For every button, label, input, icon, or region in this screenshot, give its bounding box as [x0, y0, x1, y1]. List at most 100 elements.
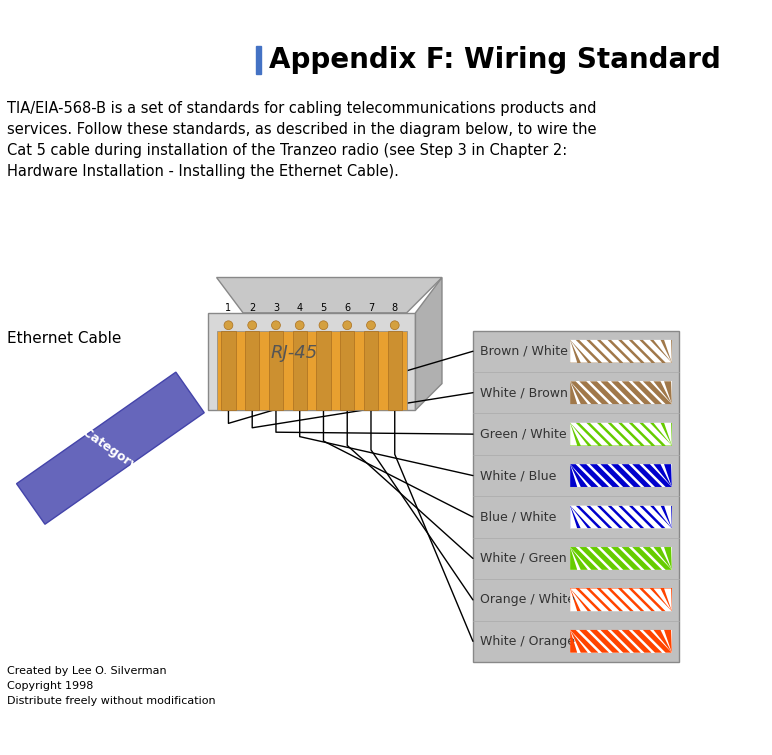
Polygon shape [571, 340, 587, 362]
Polygon shape [571, 381, 587, 404]
Bar [571, 630, 672, 653]
Text: Appendix F: Wiring Standard: Appendix F: Wiring Standard [269, 46, 720, 74]
Bar [208, 313, 415, 410]
Polygon shape [653, 381, 672, 404]
Polygon shape [571, 588, 577, 612]
Polygon shape [643, 340, 672, 362]
Polygon shape [571, 381, 598, 404]
Polygon shape [16, 372, 205, 524]
Polygon shape [632, 464, 662, 487]
Polygon shape [590, 340, 620, 362]
Polygon shape [643, 423, 672, 445]
Text: 7: 7 [368, 303, 374, 313]
Polygon shape [601, 464, 630, 487]
Polygon shape [579, 381, 609, 404]
Bar [571, 506, 672, 528]
Polygon shape [621, 588, 652, 612]
Polygon shape [653, 423, 672, 445]
Polygon shape [611, 506, 641, 528]
Polygon shape [664, 588, 672, 612]
Polygon shape [632, 588, 662, 612]
Polygon shape [611, 423, 641, 445]
Polygon shape [611, 464, 641, 487]
Polygon shape [579, 547, 609, 570]
Circle shape [391, 321, 399, 330]
Bar [571, 547, 672, 570]
Polygon shape [571, 381, 577, 404]
Polygon shape [571, 340, 577, 362]
Polygon shape [571, 588, 587, 612]
Bar [317, 331, 330, 410]
Polygon shape [571, 423, 587, 445]
Polygon shape [611, 381, 641, 404]
Polygon shape [571, 506, 577, 528]
Polygon shape [601, 588, 630, 612]
Polygon shape [571, 630, 598, 653]
Polygon shape [664, 340, 672, 362]
Polygon shape [621, 340, 652, 362]
Text: TIA/EIA-568-B is a set of standards for cabling telecommunications products and
: TIA/EIA-568-B is a set of standards for … [7, 100, 597, 179]
Polygon shape [643, 506, 672, 528]
Circle shape [296, 321, 304, 330]
Polygon shape [571, 547, 577, 570]
Polygon shape [571, 547, 587, 570]
Polygon shape [571, 423, 598, 445]
Polygon shape [653, 340, 672, 362]
Circle shape [319, 321, 328, 330]
Polygon shape [415, 278, 442, 410]
Text: Blue / White: Blue / White [480, 510, 557, 523]
Polygon shape [643, 381, 672, 404]
Polygon shape [579, 464, 609, 487]
Polygon shape [601, 630, 630, 653]
Text: RJ-45: RJ-45 [270, 344, 317, 362]
Text: 5: 5 [320, 303, 327, 313]
Circle shape [224, 321, 233, 330]
Polygon shape [611, 630, 641, 653]
Text: Brown / White: Brown / White [480, 345, 568, 358]
Polygon shape [653, 464, 672, 487]
Polygon shape [571, 630, 587, 653]
Circle shape [248, 321, 256, 330]
Polygon shape [632, 340, 662, 362]
Polygon shape [590, 423, 620, 445]
Polygon shape [653, 547, 672, 570]
Text: White / Green: White / Green [480, 552, 567, 565]
Polygon shape [664, 423, 672, 445]
Text: Orange / White: Orange / White [480, 593, 575, 606]
Text: 4: 4 [296, 303, 303, 313]
Polygon shape [643, 464, 672, 487]
Polygon shape [643, 547, 672, 570]
Bar [269, 331, 283, 410]
Polygon shape [664, 506, 672, 528]
Polygon shape [621, 464, 652, 487]
Polygon shape [571, 547, 598, 570]
Polygon shape [621, 547, 652, 570]
Polygon shape [571, 423, 577, 445]
Circle shape [272, 321, 280, 330]
Bar [388, 331, 402, 410]
Polygon shape [621, 423, 652, 445]
Polygon shape [601, 423, 630, 445]
Polygon shape [571, 588, 598, 612]
Polygon shape [632, 630, 662, 653]
Polygon shape [632, 381, 662, 404]
Polygon shape [601, 506, 630, 528]
Polygon shape [632, 423, 662, 445]
Text: 3: 3 [273, 303, 279, 313]
Text: White / Orange: White / Orange [480, 635, 575, 648]
Bar [571, 588, 672, 612]
Bar [222, 331, 235, 410]
Polygon shape [571, 464, 598, 487]
Text: 6: 6 [344, 303, 350, 313]
Polygon shape [590, 506, 620, 528]
Polygon shape [601, 547, 630, 570]
Polygon shape [632, 547, 662, 570]
Bar [217, 331, 407, 410]
Polygon shape [601, 381, 630, 404]
Polygon shape [579, 423, 609, 445]
Polygon shape [601, 340, 630, 362]
Polygon shape [590, 464, 620, 487]
Polygon shape [664, 630, 672, 653]
Circle shape [367, 321, 375, 330]
Polygon shape [611, 340, 641, 362]
